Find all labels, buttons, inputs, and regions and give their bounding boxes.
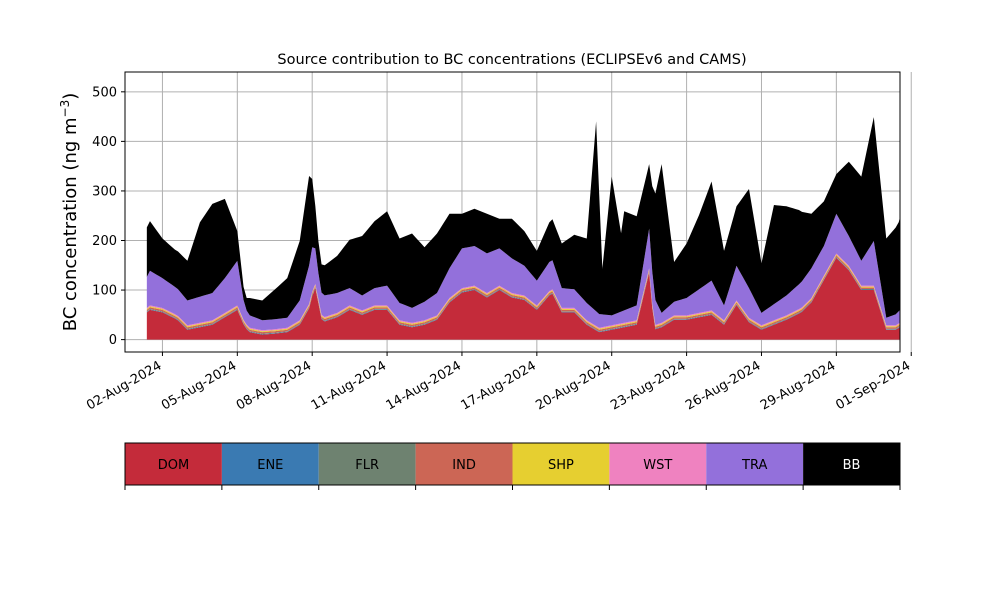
- y-axis-label-close: ): [60, 93, 81, 100]
- x-tick-label: 11-Aug-2024: [309, 358, 389, 413]
- x-tick-label: 20-Aug-2024: [533, 358, 613, 413]
- x-tick-label: 29-Aug-2024: [758, 358, 838, 413]
- legend-swatch-dom: [125, 443, 222, 485]
- x-tick-label: 14-Aug-2024: [384, 358, 464, 413]
- legend-swatch-ind: [415, 443, 513, 485]
- legend-label: DOM: [158, 458, 189, 473]
- area-tra: [146, 213, 900, 331]
- legend-swatch-bb: [803, 443, 900, 485]
- x-tick-label: 01-Sep-2024: [833, 358, 913, 413]
- x-tick-label: 02-Aug-2024: [84, 358, 164, 413]
- legend-swatch-ene: [221, 443, 319, 485]
- legend-swatch-flr: [318, 443, 416, 485]
- x-tick-label: 05-Aug-2024: [159, 358, 239, 413]
- legend-label: WST: [643, 458, 672, 473]
- legend-label: IND: [452, 458, 476, 473]
- y-tick-label: 200: [92, 234, 117, 249]
- y-tick-label: 400: [92, 135, 117, 150]
- legend-label: SHP: [548, 458, 574, 473]
- legend-label: FLR: [355, 458, 379, 473]
- legend-colorbar: DOM ENE FLR IND SHP WST TRA BB: [124, 442, 901, 490]
- x-tick-label: 08-Aug-2024: [234, 358, 314, 413]
- x-tick-label: 17-Aug-2024: [458, 358, 538, 413]
- area-bb: [146, 117, 900, 321]
- x-axis: 02-Aug-202405-Aug-202408-Aug-202411-Aug-…: [84, 352, 913, 414]
- legend-label: BB: [843, 458, 861, 473]
- x-tick-label: 26-Aug-2024: [683, 358, 763, 413]
- legend-swatch-shp: [512, 443, 610, 485]
- legend-label: ENE: [257, 458, 283, 473]
- y-axis: 0 100 200 300 400 500: [92, 85, 125, 348]
- y-axis-label-main: BC concentration (ng m: [60, 117, 81, 331]
- y-tick-label: 500: [92, 85, 117, 100]
- y-axis-label: BC concentration (ng m−3): [58, 93, 81, 332]
- chart-title: Source contribution to BC concentrations…: [277, 52, 746, 68]
- legend-swatch-tra: [706, 443, 804, 485]
- legend-label: TRA: [741, 458, 767, 473]
- y-tick-label: 0: [109, 333, 117, 348]
- y-axis-label-exponent: −3: [58, 100, 72, 118]
- legend-swatch-wst: [609, 443, 707, 485]
- y-tick-label: 100: [92, 284, 117, 299]
- area-dom: [146, 257, 900, 340]
- x-tick-label: 23-Aug-2024: [608, 358, 688, 413]
- plot-frame: [124, 71, 901, 353]
- stacked-areas: [146, 117, 900, 340]
- y-tick-label: 300: [92, 184, 117, 199]
